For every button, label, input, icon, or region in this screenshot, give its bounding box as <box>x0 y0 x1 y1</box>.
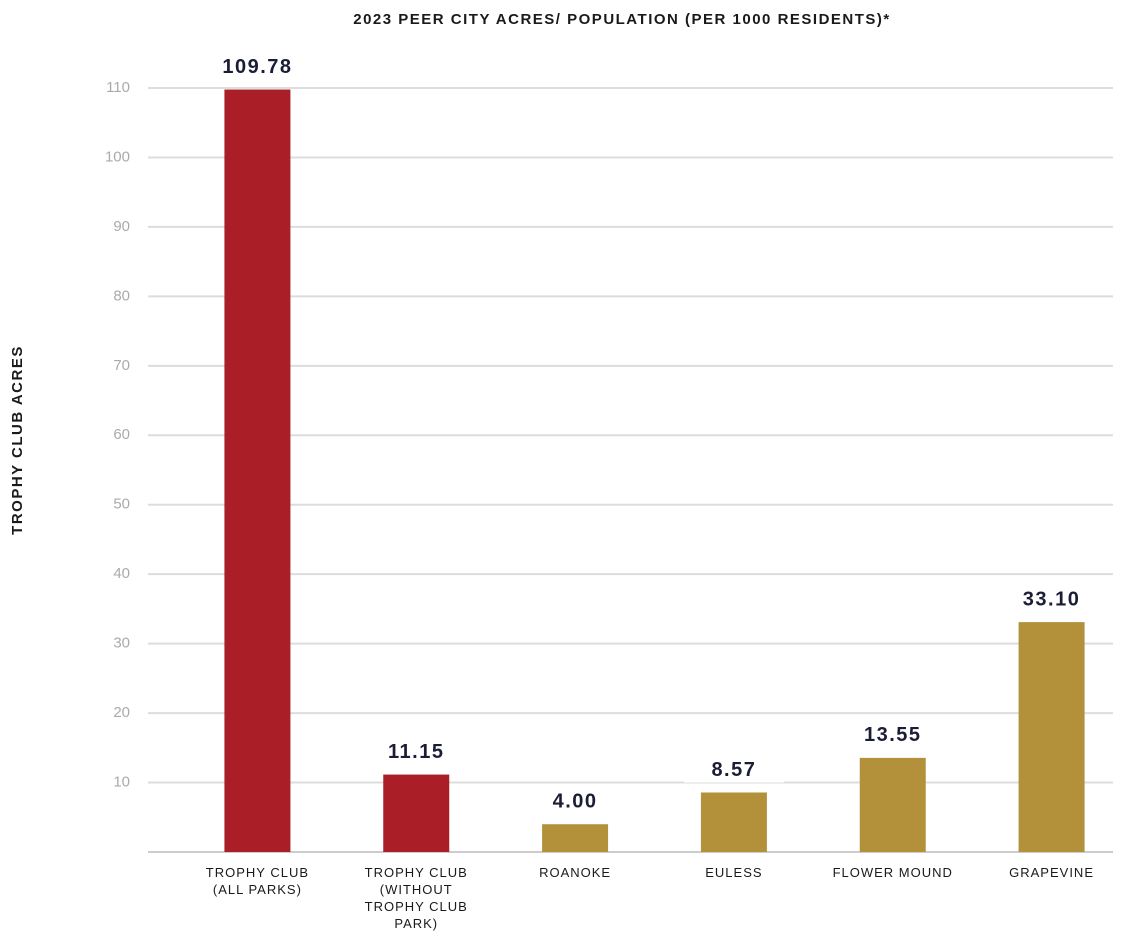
value-label: 11.15 <box>388 741 444 763</box>
bar <box>1018 622 1085 852</box>
value-label-bg <box>207 51 308 80</box>
value-label: 4.00 <box>553 790 598 812</box>
x-tick-label: ROANOKE <box>539 865 612 880</box>
y-axis-title: TROPHY CLUB ACRES <box>9 345 26 535</box>
value-label: 8.57 <box>711 759 756 781</box>
x-tick-label: EULESS <box>705 865 763 880</box>
value-label: 13.55 <box>864 724 922 746</box>
value-label-bg <box>1001 584 1102 613</box>
value-label-bg <box>842 719 943 748</box>
bar <box>224 89 291 852</box>
value-label-bg <box>683 754 784 783</box>
y-tick-label: 110 <box>106 79 130 96</box>
y-tick-label: 60 <box>113 426 130 443</box>
x-tick-label: TROPHY CLUB (ALL PARKS) <box>205 865 310 897</box>
bar <box>383 774 450 852</box>
value-label-bg <box>366 736 467 765</box>
bar <box>859 757 926 852</box>
x-tick-label: TROPHY CLUB (WITHOUT TROPHY CLUB PARK) <box>364 865 468 931</box>
bar <box>700 792 767 852</box>
y-tick-label: 100 <box>105 148 130 165</box>
y-tick-label: 90 <box>113 218 130 235</box>
value-label: 109.78 <box>222 56 292 78</box>
bar <box>542 824 609 852</box>
chart-title: 2023 PEER CITY ACRES/ POPULATION (PER 10… <box>353 11 891 28</box>
y-tick-label: 20 <box>113 704 130 721</box>
value-label-bg <box>525 786 626 815</box>
y-tick-label: 70 <box>113 357 130 374</box>
y-tick-label: 80 <box>113 287 130 304</box>
value-label: 33.10 <box>1023 588 1081 610</box>
x-tick-label: GRAPEVINE <box>1009 865 1094 880</box>
y-tick-label: 10 <box>113 774 130 791</box>
y-tick-label: 50 <box>113 496 130 513</box>
y-tick-label: 30 <box>113 635 130 652</box>
x-tick-label: FLOWER MOUND <box>832 865 953 880</box>
y-tick-label: 40 <box>113 565 130 582</box>
